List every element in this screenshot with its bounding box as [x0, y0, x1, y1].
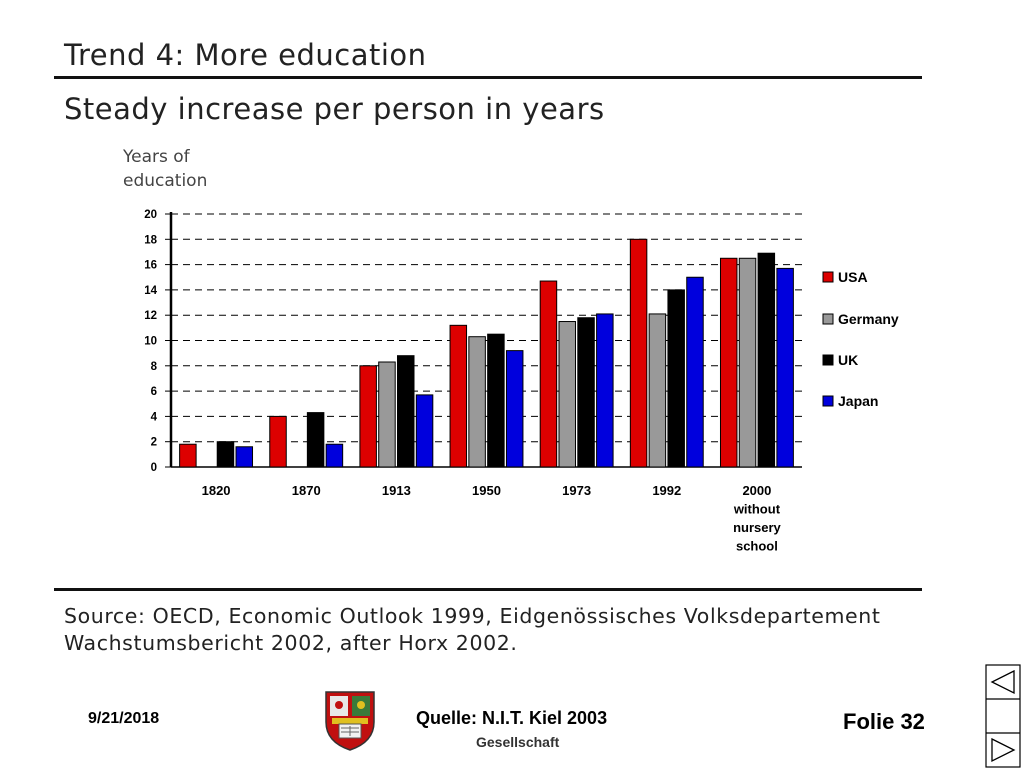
- y-tick-label: 18: [144, 234, 157, 246]
- bar: [415, 394, 434, 468]
- x-tick-label: 1913: [382, 483, 411, 498]
- y-tick-label: 2: [151, 437, 157, 449]
- bar: [449, 324, 468, 468]
- x-tick-label: 1870: [292, 483, 321, 498]
- bar: [629, 238, 648, 468]
- bar: [269, 415, 287, 468]
- nav-middle-button[interactable]: [986, 699, 1020, 733]
- y-tick-label: 4: [151, 411, 158, 423]
- legend-swatch: [822, 271, 834, 283]
- bar: [235, 446, 254, 468]
- bar: [577, 317, 595, 468]
- bar: [325, 443, 344, 468]
- bar: [468, 336, 486, 468]
- x-tick-label: 2000 without nursery school: [733, 483, 782, 554]
- footer-date: 9/21/2018: [88, 710, 160, 727]
- legend-swatch: [822, 313, 834, 325]
- bar: [686, 276, 704, 468]
- bar: [539, 280, 558, 468]
- y-tick-label: 12: [144, 310, 157, 322]
- bar: [179, 443, 197, 468]
- y-tick-label: 16: [144, 260, 157, 272]
- y-axis-label: Years of education: [122, 147, 207, 191]
- legend-label: USA: [838, 269, 868, 285]
- slide-title: Trend 4: More education: [64, 38, 427, 72]
- source-rule: [54, 588, 922, 591]
- legend-label: Germany: [838, 311, 899, 327]
- bar: [667, 289, 685, 468]
- legend-swatch: [822, 395, 834, 407]
- bar: [487, 333, 505, 468]
- bar: [397, 355, 415, 468]
- bar: [558, 321, 576, 468]
- x-tick-label: 1992: [652, 483, 681, 498]
- bar: [776, 267, 794, 468]
- bar: [378, 361, 396, 468]
- bar: [648, 313, 667, 468]
- y-tick-label: 14: [144, 285, 157, 297]
- y-tick-label: 6: [151, 386, 157, 398]
- bar: [216, 441, 235, 468]
- y-tick-label: 10: [144, 336, 157, 348]
- slide-subtitle: Steady increase per person in years: [64, 92, 605, 126]
- x-tick-label: 1950: [472, 483, 501, 498]
- triangle-left-icon[interactable]: [986, 665, 1020, 699]
- y-tick-label: 20: [144, 209, 157, 221]
- bar: [505, 350, 524, 468]
- bar: [306, 412, 325, 468]
- x-tick-label: 1973: [562, 483, 591, 498]
- slide-number: Folie 32: [843, 709, 925, 734]
- coat-of-arms-logo: [325, 691, 375, 751]
- footer-organization: Gesellschaft: [476, 734, 560, 750]
- legend-swatch: [822, 354, 834, 366]
- legend-label: Japan: [838, 393, 878, 409]
- y-tick-label: 8: [151, 361, 158, 373]
- bar: [719, 257, 738, 468]
- bar: [596, 313, 614, 468]
- source-line-1: Source: OECD, Economic Outlook 1999, Eid…: [64, 604, 881, 628]
- triangle-right-icon[interactable]: [986, 733, 1020, 767]
- title-rule: [54, 76, 922, 79]
- bar: [757, 252, 776, 468]
- source-line-2: Wachstumsbericht 2002, after Horx 2002.: [64, 631, 518, 655]
- x-tick-label: 1820: [202, 483, 231, 498]
- slide-navigation: [985, 664, 1021, 768]
- y-tick-label: 0: [151, 462, 157, 474]
- bar: [359, 365, 377, 468]
- footer-source: Quelle: N.I.T. Kiel 2003: [416, 708, 608, 728]
- bar: [738, 257, 757, 468]
- legend-label: UK: [838, 352, 858, 368]
